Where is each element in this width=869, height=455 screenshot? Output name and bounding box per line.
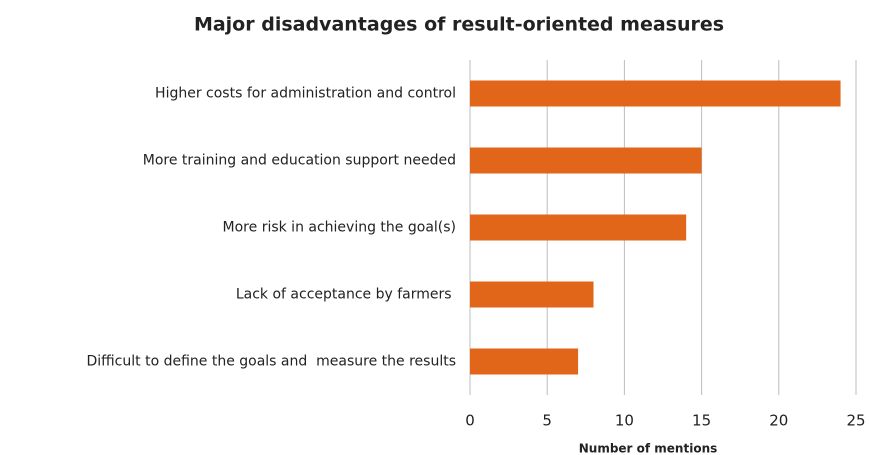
x-axis-title: Number of mentions — [579, 442, 718, 455]
x-tick-label: 25 — [846, 412, 865, 430]
y-tick-label: Lack of acceptance by farmers — [236, 287, 456, 303]
bar — [470, 147, 702, 174]
x-tick-label: 15 — [692, 412, 711, 430]
bar — [470, 80, 841, 107]
y-tick-label: More training and education support need… — [143, 153, 456, 169]
bar — [470, 214, 687, 241]
y-tick-label: Higher costs for administration and cont… — [155, 86, 456, 102]
y-tick-label: More risk in achieving the goal(s) — [223, 220, 456, 236]
bar — [470, 281, 594, 308]
x-tick-label: 0 — [465, 412, 475, 430]
x-tick-label: 5 — [542, 412, 552, 430]
y-tick-label: Difficult to define the goals and measur… — [86, 354, 456, 370]
x-tick-label: 10 — [615, 412, 634, 430]
x-tick-label: 20 — [769, 412, 788, 430]
chart-title: Major disadvantages of result-oriented m… — [194, 14, 724, 36]
bar — [470, 348, 579, 375]
